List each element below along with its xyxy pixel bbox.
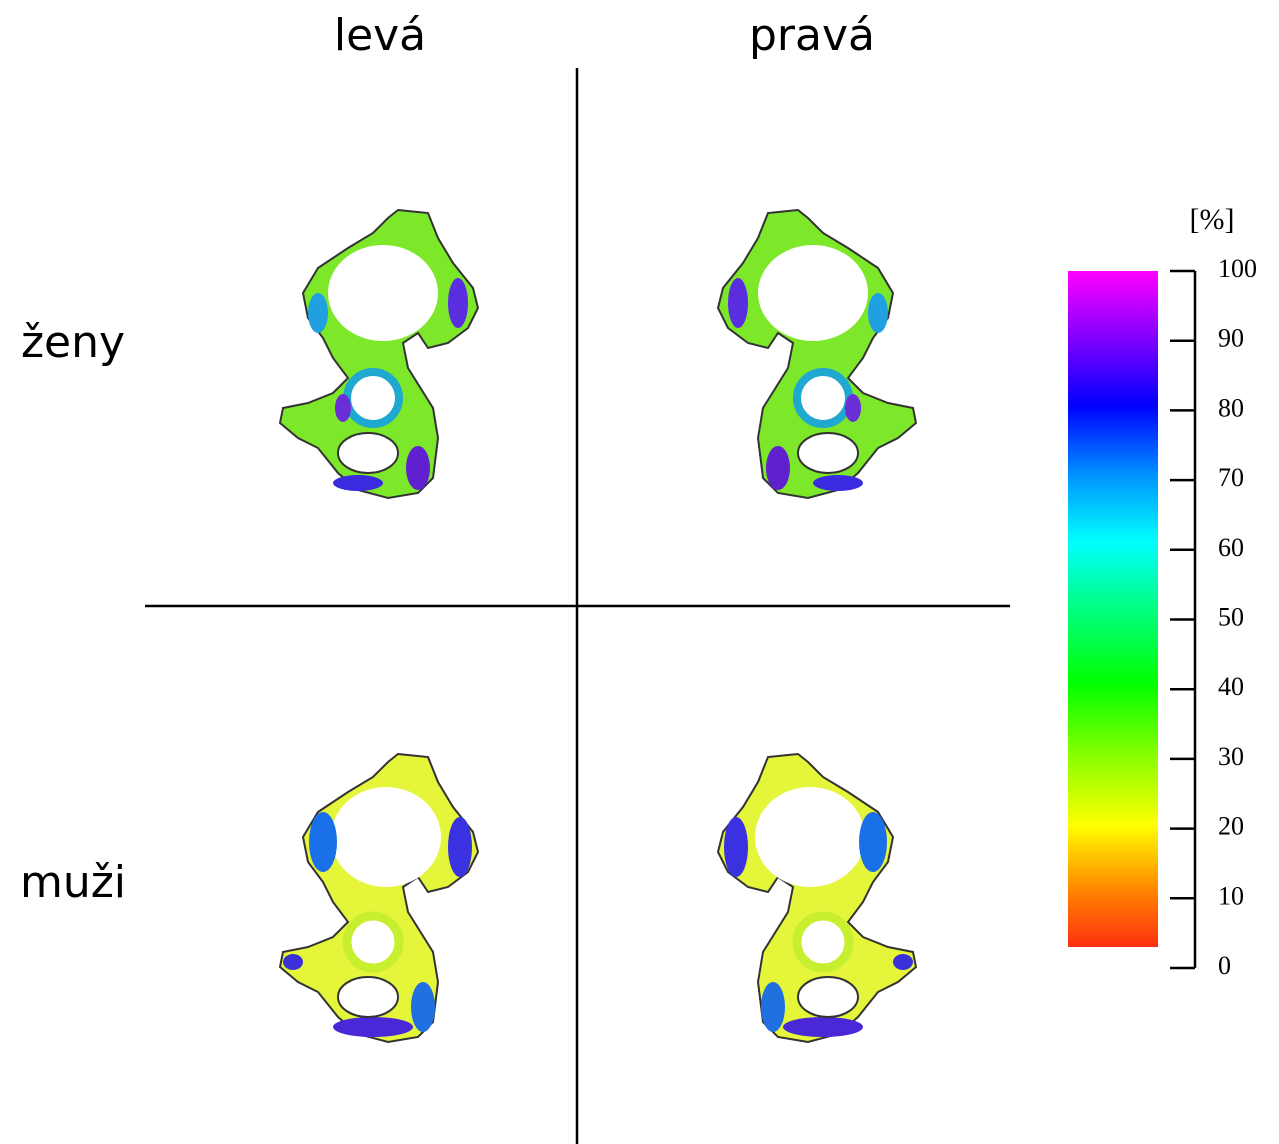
heatmap-image bbox=[718, 210, 916, 498]
tick-label: 40 bbox=[1218, 672, 1244, 701]
column-title: pravá bbox=[749, 10, 875, 61]
tick-label: 90 bbox=[1218, 324, 1244, 353]
tick-label: 10 bbox=[1218, 881, 1244, 910]
row-title: ženy bbox=[21, 317, 125, 368]
tick-label: 70 bbox=[1218, 463, 1244, 492]
row-title: muži bbox=[20, 857, 126, 908]
column-title: levá bbox=[334, 10, 426, 61]
tick-label: 60 bbox=[1218, 533, 1244, 562]
colorbar bbox=[1068, 271, 1158, 947]
heatmap-image bbox=[718, 754, 916, 1042]
tick-label: 50 bbox=[1218, 602, 1244, 631]
figure: levá pravá ženy muži [%] 0 10 20 30 40 50 60 70… bbox=[0, 0, 1279, 1144]
heatmap-image bbox=[280, 754, 478, 1042]
colorbar-unit: [%] bbox=[1190, 203, 1235, 236]
tick-label: 20 bbox=[1218, 812, 1244, 841]
tick-label: 100 bbox=[1218, 254, 1257, 283]
tick-label: 0 bbox=[1218, 951, 1231, 980]
tick-label: 30 bbox=[1218, 742, 1244, 771]
tick-label: 80 bbox=[1218, 393, 1244, 422]
heatmap-image bbox=[280, 210, 478, 498]
